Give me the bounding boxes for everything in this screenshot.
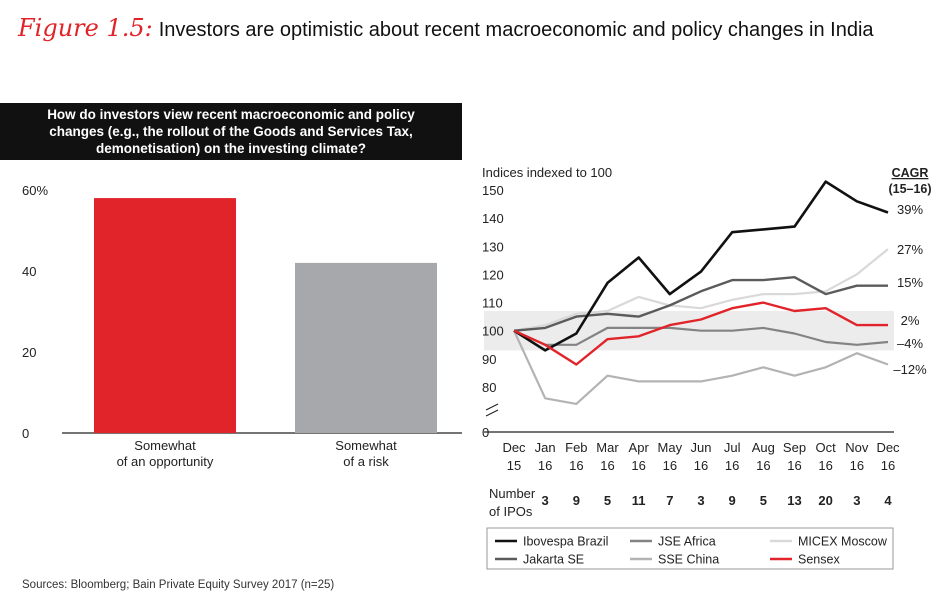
x-year-label: 16 bbox=[663, 458, 677, 473]
line-y-tick-label: 100 bbox=[482, 324, 504, 339]
legend-label: JSE Africa bbox=[658, 535, 716, 549]
series-line-jakarta-se bbox=[513, 276, 888, 332]
x-year-label: 16 bbox=[756, 458, 770, 473]
series-line-ibovespa-brazil bbox=[513, 180, 889, 352]
bar-chart-title: How do investors view recent macroeconom… bbox=[47, 107, 415, 156]
x-month-label: Jul bbox=[724, 440, 741, 455]
series-line-jse-africa bbox=[513, 326, 889, 346]
legend-label: Jakarta SE bbox=[523, 553, 584, 567]
bar-chart-question: How do investors view recent macroeconom… bbox=[0, 103, 462, 160]
ipo-count: 20 bbox=[818, 493, 832, 508]
bar-y-tick-label: 40 bbox=[22, 264, 36, 279]
x-year-label: 16 bbox=[631, 458, 645, 473]
cagr-value: 15% bbox=[897, 275, 923, 290]
bar-category-label: Somewhat bbox=[134, 438, 196, 453]
bar-category-label: Somewhat bbox=[335, 438, 397, 453]
x-year-label: 16 bbox=[787, 458, 801, 473]
line-y-axis-title: Indices indexed to 100 bbox=[482, 165, 612, 180]
legend-label: MICEX Moscow bbox=[798, 535, 888, 549]
ipo-count: 13 bbox=[787, 493, 801, 508]
x-month-label: Oct bbox=[816, 440, 837, 455]
legend-label: SSE China bbox=[658, 553, 719, 567]
ipo-count: 9 bbox=[573, 493, 580, 508]
bar-y-tick-label: 20 bbox=[22, 345, 36, 360]
cagr-value: 2% bbox=[901, 313, 920, 328]
x-year-label: 16 bbox=[538, 458, 552, 473]
ipo-count: 3 bbox=[697, 493, 704, 508]
ipo-count: 3 bbox=[853, 493, 860, 508]
ipo-count: 7 bbox=[666, 493, 673, 508]
ipo-count: 3 bbox=[542, 493, 549, 508]
figure-label: Figure 1.5: bbox=[18, 14, 153, 42]
x-month-label: Jan bbox=[535, 440, 556, 455]
x-month-label: Nov bbox=[845, 440, 869, 455]
ipo-count: 11 bbox=[632, 493, 646, 508]
legend-label: Sensex bbox=[798, 553, 840, 567]
x-month-label: Sep bbox=[783, 440, 806, 455]
bar-opportunity bbox=[94, 198, 236, 433]
source-note: Sources: Bloomberg; Bain Private Equity … bbox=[22, 579, 335, 591]
cagr-value: –12% bbox=[893, 362, 927, 377]
ipo-count: 4 bbox=[884, 493, 892, 508]
x-year-label: 15 bbox=[507, 458, 521, 473]
ipo-row-label: of IPOs bbox=[489, 504, 533, 519]
cagr-value: –4% bbox=[897, 336, 923, 351]
line-y-tick-label: 80 bbox=[482, 380, 496, 395]
x-year-label: 16 bbox=[569, 458, 583, 473]
x-year-label: 16 bbox=[850, 458, 864, 473]
cagr-value: 27% bbox=[897, 242, 923, 257]
ipo-count: 5 bbox=[604, 493, 611, 508]
x-year-label: 16 bbox=[818, 458, 832, 473]
line-y-tick-label: 130 bbox=[482, 239, 504, 254]
x-month-label: Mar bbox=[596, 440, 619, 455]
cagr-header-years: (15–16) bbox=[888, 182, 931, 196]
cagr-value: 39% bbox=[897, 202, 923, 217]
x-year-label: 16 bbox=[881, 458, 895, 473]
bar-category-label: of an opportunity bbox=[117, 454, 214, 469]
axis-break-mark bbox=[485, 403, 499, 411]
bar-risk bbox=[295, 262, 437, 433]
figure-title-text: Investors are optimistic about recent ma… bbox=[158, 19, 874, 41]
x-month-label: Dec bbox=[502, 440, 526, 455]
bar-y-tick-label: 0 bbox=[22, 426, 29, 441]
ipo-count: 5 bbox=[760, 493, 767, 508]
x-month-label: Feb bbox=[565, 440, 587, 455]
line-y-tick-label: 90 bbox=[482, 352, 496, 367]
x-month-label: Dec bbox=[876, 440, 900, 455]
figure-title: Figure 1.5: Investors are optimistic abou… bbox=[18, 14, 874, 42]
bar-category-label: of a risk bbox=[343, 454, 389, 469]
x-year-label: 16 bbox=[694, 458, 708, 473]
line-y-tick-label: 120 bbox=[482, 267, 504, 282]
legend-box bbox=[486, 527, 894, 570]
cagr-header: CAGR bbox=[892, 166, 929, 180]
series-line-micex-moscow bbox=[513, 248, 889, 332]
x-month-label: May bbox=[658, 440, 683, 455]
series-line-sse-china bbox=[513, 330, 889, 405]
line-y-tick-label: 150 bbox=[482, 183, 504, 198]
line-y-tick-label: 110 bbox=[482, 296, 503, 311]
series-line-sensex bbox=[513, 301, 888, 366]
legend-label: Ibovespa Brazil bbox=[523, 535, 608, 549]
x-month-label: Apr bbox=[629, 440, 650, 455]
x-month-label: Jun bbox=[691, 440, 712, 455]
ipo-count: 9 bbox=[729, 493, 736, 508]
bar-y-tick-label: 60% bbox=[22, 183, 48, 198]
x-year-label: 16 bbox=[725, 458, 739, 473]
line-y-tick-label: 140 bbox=[482, 211, 504, 226]
x-year-label: 16 bbox=[600, 458, 614, 473]
axis-break-mark bbox=[485, 409, 499, 417]
x-month-label: Aug bbox=[752, 440, 775, 455]
ipo-row-label: Number bbox=[489, 486, 536, 501]
